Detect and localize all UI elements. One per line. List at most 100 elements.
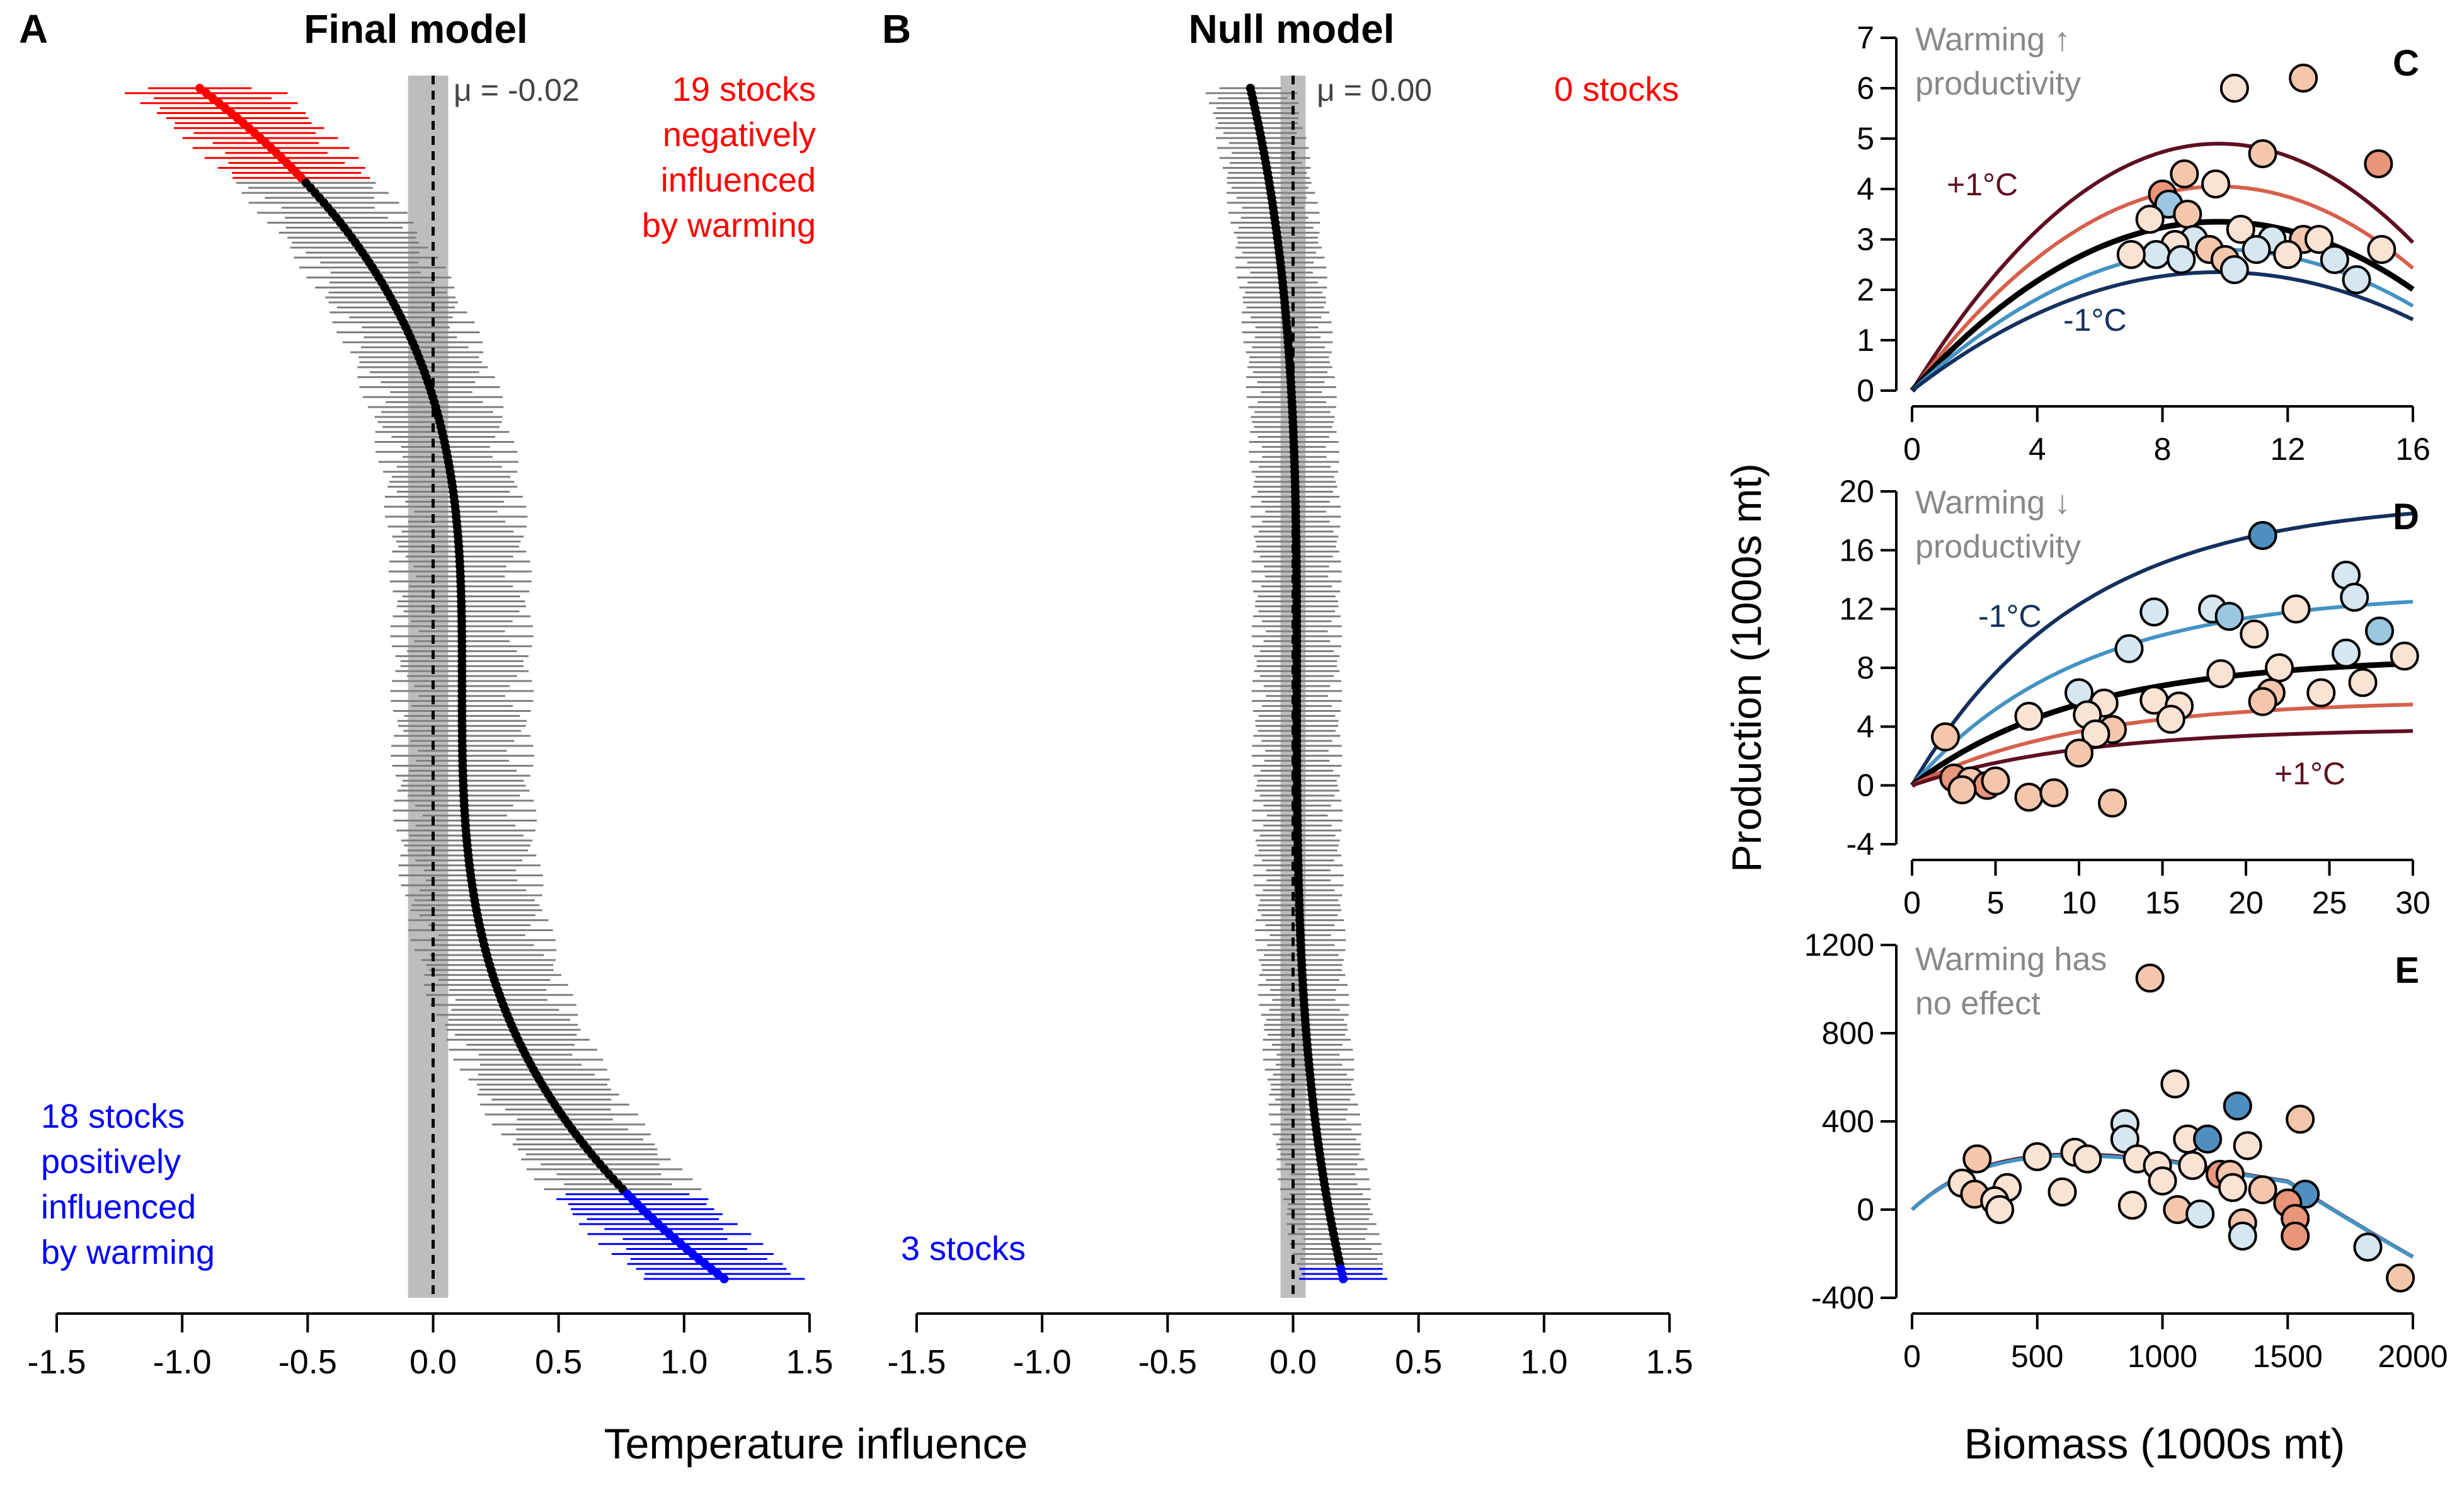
panel-b-mean-label: μ = 0.00 bbox=[1317, 72, 1432, 108]
panel-b: B Null model μ = 0.00 0 stocks 3 stocks … bbox=[882, 6, 1693, 1381]
data-point bbox=[2135, 205, 2165, 234]
data-point bbox=[2281, 594, 2311, 624]
data-point bbox=[2223, 1091, 2252, 1121]
x-tick-label: 0 bbox=[1903, 1339, 1921, 1374]
panel-note-line: Warming ↓ bbox=[1915, 484, 2071, 521]
data-point bbox=[2173, 200, 2202, 229]
model-curve bbox=[1910, 600, 2414, 787]
curve-label: -1°C bbox=[1978, 598, 2042, 634]
panel-a-mean-label: μ = -0.02 bbox=[454, 72, 580, 108]
data-point bbox=[2116, 240, 2146, 269]
data-point bbox=[2367, 235, 2397, 264]
panel-letter: C bbox=[2393, 43, 2419, 84]
panel-note-line: Warming ↑ bbox=[1915, 21, 2071, 58]
data-point bbox=[2273, 240, 2303, 269]
y-tick-label: 8 bbox=[1857, 650, 1874, 685]
data-point bbox=[2219, 74, 2249, 103]
axis-tick-label: -1.5 bbox=[27, 1343, 86, 1381]
panel-a-negative-note: 19 stocks negatively influenced by warming bbox=[642, 71, 816, 244]
data-point bbox=[2160, 1069, 2190, 1099]
x-tick-label: 500 bbox=[2011, 1339, 2063, 1374]
data-point bbox=[2039, 778, 2069, 808]
estimate-point bbox=[220, 103, 230, 113]
estimate-point bbox=[208, 93, 217, 103]
estimate-point bbox=[238, 118, 248, 128]
negative-note-line: negatively bbox=[663, 116, 816, 154]
estimate-point bbox=[227, 108, 236, 118]
data-point bbox=[2201, 169, 2230, 198]
y-tick-label: 1200 bbox=[1804, 927, 1874, 963]
data-point bbox=[1931, 722, 1960, 752]
axis-tick-label: 0.5 bbox=[1395, 1343, 1442, 1381]
panel-b-estimates bbox=[1246, 84, 1348, 1283]
x-tick-label: 1500 bbox=[2253, 1339, 2323, 1374]
data-point bbox=[2206, 659, 2236, 689]
data-point bbox=[2218, 1173, 2247, 1202]
y-tick-label: 0 bbox=[1857, 768, 1874, 803]
y-tick-label: -400 bbox=[1811, 1280, 1874, 1315]
negative-note-line: influenced bbox=[661, 161, 816, 199]
axis-tick-label: 1.5 bbox=[786, 1343, 833, 1381]
panel-e: 0 500 1000 1500 2000 -400 0 400 800 1200 Warming h… bbox=[1804, 927, 2448, 1374]
model-curve bbox=[1910, 512, 2414, 787]
axis-tick-label: -1.0 bbox=[1013, 1343, 1072, 1381]
y-tick-label: 1 bbox=[1857, 323, 1874, 358]
data-point bbox=[2139, 597, 2169, 627]
data-point bbox=[2214, 602, 2244, 631]
panel-a-estimates bbox=[195, 84, 729, 1283]
negative-note-line: by warming bbox=[642, 207, 816, 244]
estimate-point bbox=[713, 1269, 723, 1279]
x-tick-label: 0 bbox=[1903, 885, 1921, 920]
x-tick-label: 15 bbox=[2145, 885, 2180, 920]
panel-note-line: Warming has bbox=[1915, 941, 2107, 978]
panel-letter-a: A bbox=[19, 6, 48, 52]
x-tick-label: 5 bbox=[1987, 885, 2005, 920]
data-point bbox=[2248, 521, 2277, 550]
panel-a-x-axis: -1.5 -1.0 -0.5 0.0 0.5 1.0 1.5 bbox=[27, 1312, 833, 1381]
curve-label: +1°C bbox=[1947, 167, 2018, 202]
model-curve bbox=[1910, 141, 2415, 392]
data-point bbox=[2281, 1222, 2310, 1251]
data-point bbox=[2248, 687, 2277, 716]
data-point bbox=[2306, 678, 2336, 707]
data-point bbox=[2248, 139, 2277, 168]
y-tick-label: 5 bbox=[1857, 121, 1874, 156]
axis-tick-label: -1.0 bbox=[153, 1343, 212, 1381]
data-point bbox=[2167, 245, 2196, 274]
data-point bbox=[2081, 719, 2110, 748]
data-point bbox=[1985, 1195, 2015, 1224]
axis-tick-label: 1.0 bbox=[1520, 1343, 1567, 1381]
panel-b-title: Null model bbox=[1188, 6, 1394, 52]
data-point bbox=[2340, 583, 2369, 612]
panel-b-x-axis: -1.5 -1.0 -0.5 0.0 0.5 1.0 1.5 bbox=[887, 1312, 1693, 1381]
data-point bbox=[2348, 668, 2378, 697]
y-tick-label: -4 bbox=[1847, 827, 1874, 862]
y-tick-label: 4 bbox=[1857, 171, 1874, 207]
positive-note-line: by warming bbox=[41, 1234, 215, 1271]
data-point bbox=[2242, 235, 2271, 264]
x-tick-label: 30 bbox=[2395, 885, 2431, 920]
panel-a-positive-note: 18 stocks positively influenced by warming bbox=[41, 1097, 215, 1271]
data-point bbox=[2065, 738, 2093, 768]
x-tick-label: 16 bbox=[2395, 432, 2431, 467]
y-tick-label: 400 bbox=[1822, 1104, 1874, 1139]
panel-note-line: no effect bbox=[1915, 985, 2041, 1022]
data-point bbox=[2240, 619, 2269, 649]
panel-b-positive-note: 3 stocks bbox=[901, 1230, 1026, 1268]
curve-label: -1°C bbox=[2063, 302, 2127, 338]
x-tick-label: 0 bbox=[1903, 432, 1921, 467]
estimate-point bbox=[232, 113, 242, 123]
data-point bbox=[2048, 1177, 2077, 1206]
data-point bbox=[2178, 1151, 2208, 1180]
positive-note-line: 18 stocks bbox=[41, 1097, 185, 1135]
y-tick-label: 2 bbox=[1857, 272, 1874, 307]
data-point bbox=[2014, 702, 2044, 731]
data-point bbox=[2289, 64, 2318, 93]
y-tick-label: 3 bbox=[1857, 222, 1874, 257]
data-point bbox=[2390, 641, 2419, 671]
data-point bbox=[2193, 1125, 2223, 1154]
estimate-point bbox=[1339, 1274, 1348, 1283]
estimate-point bbox=[195, 84, 205, 93]
